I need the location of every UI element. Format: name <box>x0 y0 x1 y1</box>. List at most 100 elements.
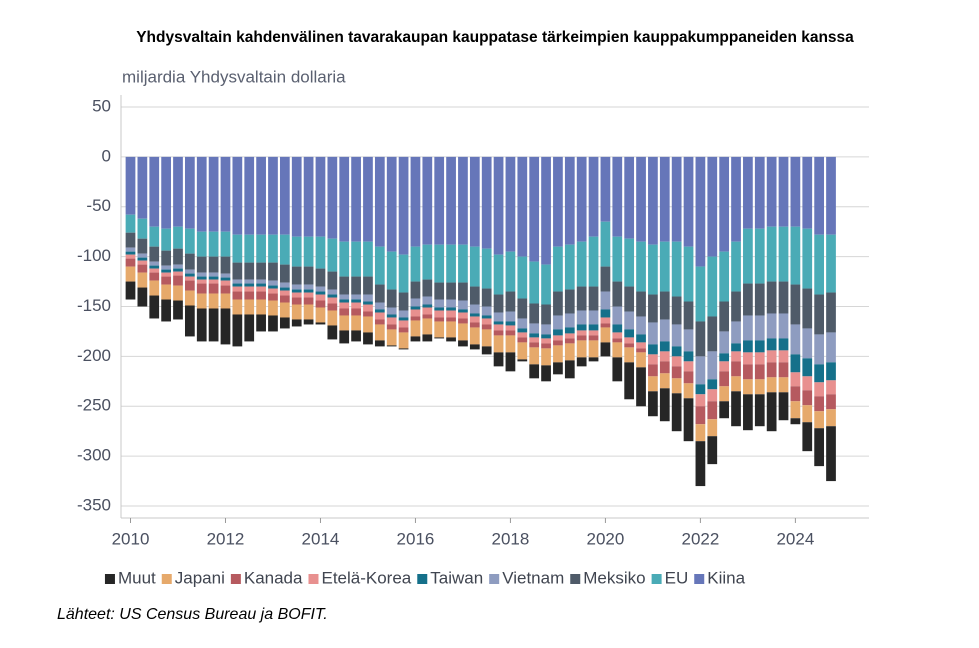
bar-segment <box>505 251 516 292</box>
bar-segment <box>564 343 575 361</box>
bar-segment <box>553 156 563 247</box>
bar-segment <box>279 295 290 303</box>
y-tick-label: -150 <box>77 296 111 315</box>
bar-segment <box>564 333 575 339</box>
bar-segment <box>149 265 160 269</box>
bar-segment <box>149 156 160 227</box>
bar-segment <box>659 156 670 242</box>
legend-swatch <box>694 574 705 584</box>
bar-segment <box>814 396 825 412</box>
bar-segment <box>327 297 338 304</box>
bar-segment <box>173 226 183 249</box>
bar-segment <box>648 364 658 377</box>
bar-segment <box>351 156 361 242</box>
bar-segment <box>541 304 551 325</box>
bar-segment <box>754 283 765 316</box>
bar-segment <box>268 234 278 263</box>
bar-segment <box>184 305 195 337</box>
bar-segment <box>719 386 730 402</box>
bar-segment <box>220 293 231 309</box>
bar-segment <box>446 307 456 311</box>
bar-segment <box>790 226 801 285</box>
legend-swatch <box>417 574 428 584</box>
bar-segment <box>184 253 195 270</box>
bar-segment <box>778 377 789 393</box>
bar-segment <box>469 322 480 328</box>
bar-segment <box>244 262 255 280</box>
bar-segment <box>576 241 587 287</box>
bar-segment <box>624 311 635 330</box>
bar-segment <box>564 313 575 328</box>
bar-segment <box>754 156 765 229</box>
bar-segment <box>184 280 195 291</box>
bar-segment <box>790 386 801 402</box>
bar-segment <box>529 347 540 365</box>
bar-segment <box>707 351 718 380</box>
bar-segment <box>814 334 825 365</box>
bar-segment <box>600 266 611 292</box>
bar-segment <box>469 246 480 287</box>
bar-segment <box>161 156 171 229</box>
bar-segment <box>446 337 456 342</box>
y-tick-label: 0 <box>102 146 111 165</box>
bar-segment <box>125 247 136 252</box>
bar-segment <box>766 362 777 378</box>
bar-segment <box>659 388 670 422</box>
bar-segment <box>766 392 777 432</box>
bar-segment <box>410 316 421 321</box>
bar-segment <box>493 324 504 331</box>
x-tick-label: 2022 <box>681 529 719 548</box>
bar-segment <box>256 262 266 280</box>
bar-segment <box>303 319 314 325</box>
bar-segment <box>564 289 575 314</box>
bar-segment <box>256 286 266 292</box>
bar-segment <box>553 335 563 341</box>
bar-segment <box>648 354 658 365</box>
bar-segment <box>363 316 373 333</box>
bar-segment <box>303 284 314 290</box>
bar-segment <box>636 156 646 242</box>
bar-segment <box>137 287 148 307</box>
bar-segment <box>303 297 314 305</box>
bar-segment <box>517 156 528 257</box>
bar-segment <box>612 281 623 307</box>
legend-swatch <box>230 574 241 584</box>
bar-segment <box>196 308 207 342</box>
bar-segment <box>576 156 587 242</box>
bar-segment <box>291 284 302 290</box>
bar-segment <box>529 261 540 304</box>
bar-segment <box>149 261 160 266</box>
bar-segment <box>422 244 433 280</box>
bar-segment <box>612 306 623 325</box>
bar-segment <box>529 364 540 379</box>
bar-segment <box>648 344 658 355</box>
bar-segment <box>659 241 670 292</box>
bar-segment <box>315 294 326 301</box>
bar-segment <box>636 334 646 343</box>
bar-segment <box>588 286 599 311</box>
bar-segment <box>624 156 635 239</box>
legend-swatch <box>104 574 115 584</box>
bar-segment <box>291 156 302 237</box>
bar-segment <box>719 156 730 252</box>
bar-segment <box>624 286 635 312</box>
bar-segment <box>493 335 504 353</box>
bar-segment <box>410 281 421 299</box>
bar-segment <box>802 156 813 229</box>
bar-segment <box>173 271 183 276</box>
bar-segment <box>303 304 314 320</box>
bar-segment <box>505 335 516 353</box>
bar-segment <box>814 234 825 295</box>
bar-segment <box>754 228 765 284</box>
source-note: Lähteet: US Census Bureau ja BOFIT. <box>57 606 328 623</box>
bar-segment <box>161 299 171 322</box>
bar-segment <box>137 272 148 288</box>
bar-segment <box>268 156 278 235</box>
bar-segment <box>648 294 658 323</box>
bar-segment <box>754 340 765 353</box>
bar-segment <box>826 234 836 293</box>
bar-segment <box>196 283 207 294</box>
bar-segment <box>446 317 456 322</box>
bar-segment <box>256 279 266 284</box>
bar-segment <box>279 264 290 283</box>
